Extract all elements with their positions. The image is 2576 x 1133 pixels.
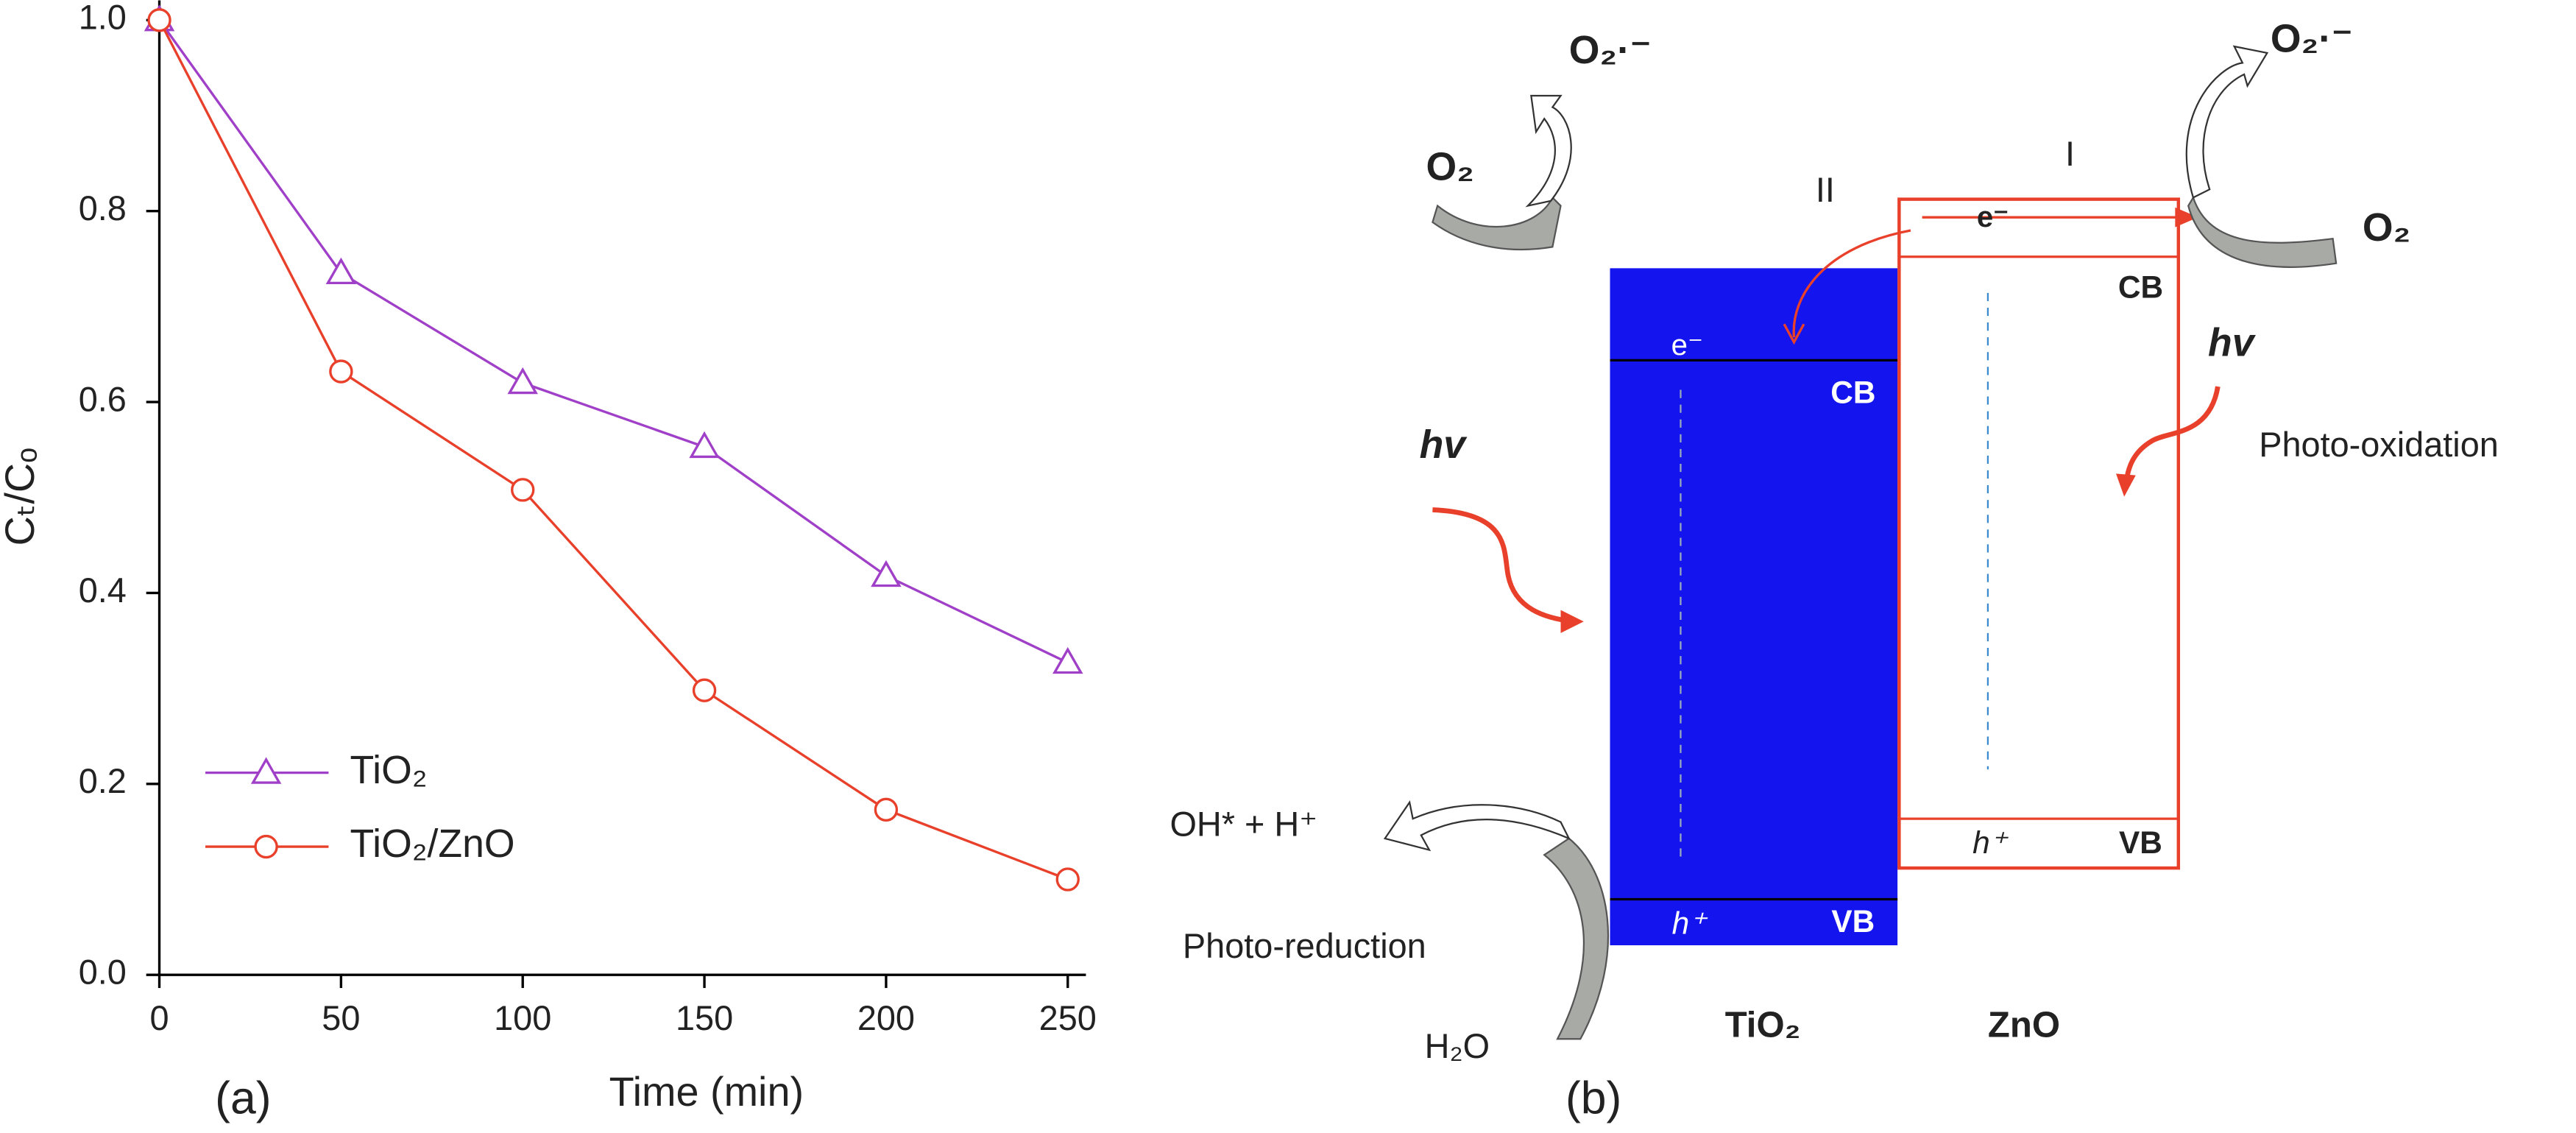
chart: Time (min) (a) Cₜ/Cₒ 0 50 100 150 200 250 0.0 0… (0, 0, 1097, 1124)
light-label: hv (1420, 423, 1468, 467)
cb-label: CB (2118, 270, 2163, 305)
marker (1055, 867, 1080, 892)
marker (325, 257, 357, 285)
y-tick-label: 1.0 (79, 0, 127, 37)
process-label: Photo-oxidation (2259, 426, 2499, 464)
marker (1052, 646, 1083, 674)
radical-label: O₂·⁻ (1569, 29, 1652, 72)
hole-label: h⁺ (1672, 906, 1709, 940)
arrow (1792, 229, 1911, 338)
legend-marker (254, 834, 278, 859)
y-tick-label: 0.4 (79, 571, 127, 610)
o2-label: O₂ (2363, 206, 2410, 250)
arrow-head (1560, 610, 1584, 633)
marker (147, 8, 171, 32)
x-axis-title: Time (min) (609, 1068, 804, 1115)
panel-label: (b) (1565, 1073, 1621, 1124)
light-arrow (1432, 507, 1574, 624)
panel-label: (a) (215, 1073, 271, 1124)
curved-arrow (2185, 45, 2269, 199)
series-line (158, 19, 1069, 664)
y-tick-label: 0.8 (79, 189, 127, 227)
vb-label: VB (1831, 904, 1875, 939)
marker (329, 359, 353, 384)
process-label: Photo-reduction (1183, 927, 1426, 965)
arrow-head (1783, 323, 1805, 345)
x-tick-label: 200 (857, 999, 915, 1037)
y-tick-label: 0.2 (79, 762, 127, 800)
hole-label: h⁺ (1972, 825, 2009, 860)
material-label: ZnO (1988, 1006, 2060, 1045)
light-arrow (2123, 386, 2221, 486)
marker (507, 367, 538, 395)
route-label: II (1816, 171, 1835, 209)
x-tick-label: 50 (322, 999, 360, 1037)
material-label: TiO₂ (1725, 1006, 1801, 1045)
x-tick-label: 100 (494, 999, 551, 1037)
marker (511, 478, 535, 502)
zno-band (1897, 197, 2181, 870)
route-label: I (2065, 135, 2075, 173)
curved-arrow (1543, 837, 1610, 1040)
x-tick-label: 150 (676, 999, 733, 1037)
cb-label: CB (1830, 375, 1875, 409)
marker (871, 560, 902, 587)
diagram: O₂ O₂·⁻ II I e⁻ CB hv Photo-oxidation O₂… (1170, 17, 2498, 1123)
radical-label: O₂·⁻ (2271, 17, 2353, 60)
curved-arrow (1525, 94, 1572, 208)
x-tick-label: 0 (149, 999, 169, 1037)
legend-label: TiO₂/ZnO (350, 822, 514, 866)
marker (689, 431, 720, 459)
water-label: H₂O (1425, 1027, 1490, 1065)
vb-label: VB (2119, 825, 2162, 860)
y-tick-label: 0.0 (79, 953, 127, 992)
curved-arrow (1432, 196, 1562, 251)
legend-label: TiO₂ (350, 749, 427, 792)
products-label: OH* + H⁺ (1170, 805, 1317, 844)
o2-label: O₂ (1426, 146, 1473, 189)
tio2-band (1610, 268, 1898, 946)
marker (874, 797, 899, 822)
arrow-head (2175, 207, 2198, 227)
y-axis-title: Cₜ/Cₒ (0, 448, 43, 546)
electron-label: e⁻ (1977, 200, 2009, 233)
y-tick-label: 0.6 (79, 380, 127, 418)
curved-arrow (2187, 195, 2338, 268)
curved-arrow (1383, 800, 1571, 852)
x-tick-label: 250 (1039, 999, 1097, 1037)
series-line (158, 19, 1069, 881)
legend-marker (250, 757, 282, 784)
arrow-head (2116, 473, 2136, 497)
electron-label: e⁻ (1671, 328, 1704, 361)
light-label: hv (2208, 321, 2257, 364)
marker (692, 678, 717, 702)
